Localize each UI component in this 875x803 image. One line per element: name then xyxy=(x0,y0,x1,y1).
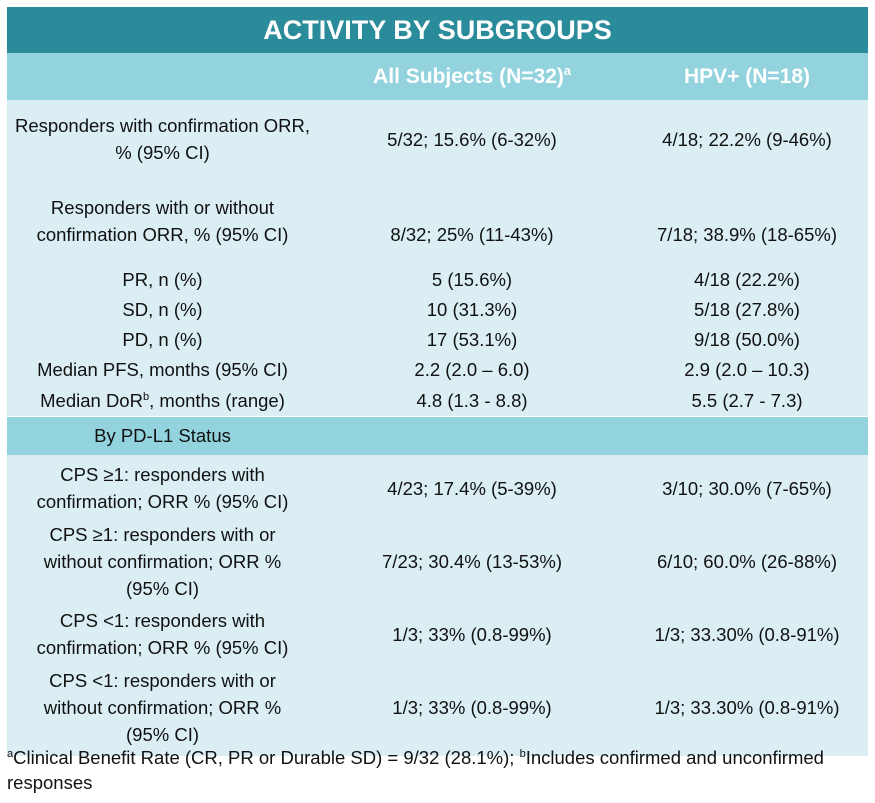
cell-all-subjects: 1/3; 33% (0.8-99%) xyxy=(392,623,552,645)
cell-hpv: 2.9 (2.0 – 10.3) xyxy=(684,359,810,380)
header-all-subjects-text: All Subjects (N=32) xyxy=(373,64,564,88)
cell-all-subjects: 4.8 (1.3 - 8.8) xyxy=(416,390,528,411)
table-row: CPS <1: responders with confirmation; OR… xyxy=(7,605,868,663)
cell-all-subjects: 5 (15.6%) xyxy=(431,268,513,290)
table-row: PR, n (%) 5 (15.6%) 4/18 (22.2%) xyxy=(7,264,868,294)
cell-all-subjects: 7/23; 30.4% (13-53%) xyxy=(382,550,562,572)
table-row: Responders with confirmation ORR, % (95%… xyxy=(7,110,868,168)
footnote-marker-a: a xyxy=(563,63,571,78)
table-row: Median DoRb, months (range) 4.8 (1.3 - 8… xyxy=(7,385,868,416)
row-label: Responders with or without confirmation … xyxy=(36,197,289,245)
footnote: aClinical Benefit Rate (CR, PR or Durabl… xyxy=(7,745,875,795)
table-row: SD, n (%) 10 (31.3%) 5/18 (27.8%) xyxy=(7,294,868,324)
footnote-marker-a: a xyxy=(7,747,14,760)
table-row: CPS ≥1: responders with or without confi… xyxy=(7,517,868,605)
table-row: CPS ≥1: responders with confirmation; OR… xyxy=(7,459,868,517)
cell-hpv: 1/3; 33.30% (0.8-91%) xyxy=(654,696,840,718)
cell-hpv: 6/10; 60.0% (26-88%) xyxy=(657,550,837,572)
row-label: CPS <1: responders with confirmation; OR… xyxy=(36,610,289,658)
table-body-pdl1: CPS ≥1: responders with confirmation; OR… xyxy=(7,455,868,756)
cell-hpv: 5.5 (2.7 - 7.3) xyxy=(691,390,803,411)
table-body-overall: Responders with confirmation ORR, % (95%… xyxy=(7,100,868,416)
section-title: By PD-L1 Status xyxy=(94,425,231,446)
cell-all-subjects: 2.2 (2.0 – 6.0) xyxy=(414,359,530,380)
row-label: PR, n (%) xyxy=(122,268,203,290)
table-row: CPS <1: responders with or without confi… xyxy=(7,663,868,751)
cell-hpv: 1/3; 33.30% (0.8-91%) xyxy=(654,623,840,645)
table-title: ACTIVITY BY SUBGROUPS xyxy=(7,7,868,53)
table-row: Responders with or without confirmation … xyxy=(7,178,868,264)
header-hpv-positive: HPV+ (N=18) xyxy=(683,64,811,88)
cell-hpv: 4/18 (22.2%) xyxy=(694,268,800,290)
results-table: ACTIVITY BY SUBGROUPS All Subjects (N=32… xyxy=(7,7,868,756)
cell-hpv: 5/18 (27.8%) xyxy=(694,298,800,320)
footnote-marker-b: b xyxy=(519,747,526,760)
cell-hpv: 3/10; 30.0% (7-65%) xyxy=(662,477,832,499)
row-label-text: Median DoR xyxy=(40,390,143,411)
header-all-subjects: All Subjects (N=32)a xyxy=(318,63,626,89)
cell-all-subjects: 4/23; 17.4% (5-39%) xyxy=(387,477,557,499)
table-row: Median PFS, months (95% CI) 2.2 (2.0 – 6… xyxy=(7,354,868,385)
row-label: Median DoRb, months (range) xyxy=(7,387,318,414)
cell-hpv: 7/18; 38.9% (18-65%) xyxy=(657,224,837,245)
cell-all-subjects: 1/3; 33% (0.8-99%) xyxy=(392,696,552,718)
cell-all-subjects: 5/32; 15.6% (6-32%) xyxy=(387,128,557,150)
row-label: CPS ≥1: responders with confirmation; OR… xyxy=(36,464,289,512)
table-header-row: All Subjects (N=32)a HPV+ (N=18) xyxy=(7,53,868,100)
section-header-pdl1: By PD-L1 Status xyxy=(7,416,868,455)
row-label: SD, n (%) xyxy=(122,298,203,320)
cell-hpv: 9/18 (50.0%) xyxy=(694,328,800,350)
row-label: Responders with confirmation ORR, % (95%… xyxy=(14,115,311,163)
row-label: CPS <1: responders with or without confi… xyxy=(43,669,282,745)
footnote-text-b: Includes confirmed and unconfirmed respo… xyxy=(7,747,824,793)
row-label: Median PFS, months (95% CI) xyxy=(37,359,288,380)
cell-all-subjects: 8/32; 25% (11-43%) xyxy=(390,224,554,245)
cell-all-subjects: 10 (31.3%) xyxy=(426,298,518,320)
cell-hpv: 4/18; 22.2% (9-46%) xyxy=(662,128,832,150)
cell-all-subjects: 17 (53.1%) xyxy=(426,328,518,350)
row-label-text: , months (range) xyxy=(149,390,285,411)
table-row: PD, n (%) 17 (53.1%) 9/18 (50.0%) xyxy=(7,324,868,354)
footnote-text-a: Clinical Benefit Rate (CR, PR or Durable… xyxy=(13,747,520,768)
footnote-marker-b: b xyxy=(142,390,150,403)
row-label: PD, n (%) xyxy=(122,328,203,350)
row-label: CPS ≥1: responders with or without confi… xyxy=(43,523,282,599)
